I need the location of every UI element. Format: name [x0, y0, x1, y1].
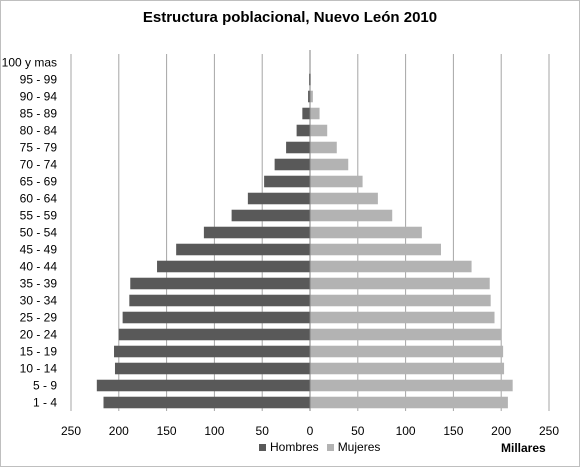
bar-mujeres — [310, 107, 320, 120]
bar-hombres — [286, 141, 310, 154]
bar-mujeres — [310, 90, 313, 103]
legend-item-mujeres: Mujeres — [326, 440, 381, 454]
bar-hombres — [129, 294, 310, 307]
x-tick-label: 200 — [109, 424, 129, 438]
category-label: 10 - 14 — [20, 362, 58, 376]
category-label: 5 - 9 — [33, 379, 57, 393]
category-label: 15 - 19 — [20, 345, 58, 359]
bar-mujeres — [310, 379, 513, 392]
x-tick-label: 150 — [443, 424, 463, 438]
category-label: 65 - 69 — [20, 175, 58, 189]
bar-hombres — [203, 226, 310, 239]
x-tick-label: 100 — [204, 424, 224, 438]
bar-hombres — [247, 192, 310, 205]
bar-hombres — [130, 277, 310, 290]
bar-mujeres — [310, 124, 328, 137]
bar-hombres — [118, 328, 310, 341]
bar-hombres — [308, 90, 310, 103]
bar-mujeres — [310, 243, 441, 256]
bar-mujeres — [310, 345, 504, 358]
category-label: 60 - 64 — [20, 192, 58, 206]
chart-title: Estructura poblacional, Nuevo León 2010 — [142, 9, 438, 26]
legend: Hombres Mujeres — [259, 439, 388, 455]
category-label: 75 - 79 — [20, 141, 58, 155]
bar-mujeres — [310, 362, 505, 375]
bar-mujeres — [310, 175, 363, 188]
bar-mujeres — [310, 260, 472, 273]
bar-hombres — [302, 107, 310, 120]
category-label: 85 - 89 — [20, 107, 58, 121]
bar-hombres — [264, 175, 310, 188]
bar-hombres — [231, 209, 310, 222]
legend-swatch-mujeres — [326, 443, 334, 451]
category-label: 50 - 54 — [20, 226, 58, 240]
category-label: 30 - 34 — [20, 294, 58, 308]
bar-hombres — [122, 311, 311, 324]
bar-hombres — [296, 124, 310, 137]
bar-hombres — [157, 260, 310, 273]
bar-mujeres — [310, 209, 393, 222]
x-tick-label: 50 — [256, 424, 270, 438]
bar-hombres — [96, 379, 310, 392]
x-axis-unit-label: Millares — [501, 441, 546, 455]
bar-mujeres — [310, 158, 349, 171]
bar-mujeres — [310, 328, 502, 341]
bar-mujeres — [310, 141, 337, 154]
bar-hombres — [103, 396, 310, 409]
bar-mujeres — [310, 192, 378, 205]
bar-mujeres — [310, 294, 491, 307]
x-tick-label: 0 — [307, 424, 314, 438]
x-tick-label: 250 — [539, 424, 559, 438]
category-label: 70 - 74 — [20, 158, 58, 172]
legend-item-hombres: Hombres — [259, 440, 319, 454]
category-label: 55 - 59 — [20, 209, 58, 223]
category-label: 80 - 84 — [20, 124, 58, 138]
category-label: 100 y mas — [2, 56, 57, 70]
category-label: 45 - 49 — [20, 243, 58, 257]
x-tick-label: 100 — [396, 424, 416, 438]
bar-hombres — [176, 243, 310, 256]
x-tick-label: 50 — [351, 424, 365, 438]
x-tick-label: 150 — [157, 424, 177, 438]
bar-mujeres — [310, 226, 422, 239]
category-label: 90 - 94 — [20, 90, 58, 104]
bar-hombres — [114, 345, 311, 358]
category-label: 25 - 29 — [20, 311, 58, 325]
category-label: 20 - 24 — [20, 328, 58, 342]
category-label: 35 - 39 — [20, 277, 58, 291]
legend-label-hombres: Hombres — [270, 440, 319, 454]
category-label: 40 - 44 — [20, 260, 58, 274]
bar-mujeres — [310, 311, 495, 324]
bar-hombres — [114, 362, 310, 375]
bar-mujeres — [310, 396, 508, 409]
category-label: 95 - 99 — [20, 73, 58, 87]
x-tick-label: 250 — [61, 424, 81, 438]
x-tick-label: 200 — [491, 424, 511, 438]
bar-hombres — [274, 158, 310, 171]
category-label: 1 - 4 — [33, 396, 57, 410]
bar-mujeres — [310, 277, 490, 290]
legend-swatch-hombres — [259, 443, 266, 451]
legend-label-mujeres: Mujeres — [337, 440, 381, 454]
